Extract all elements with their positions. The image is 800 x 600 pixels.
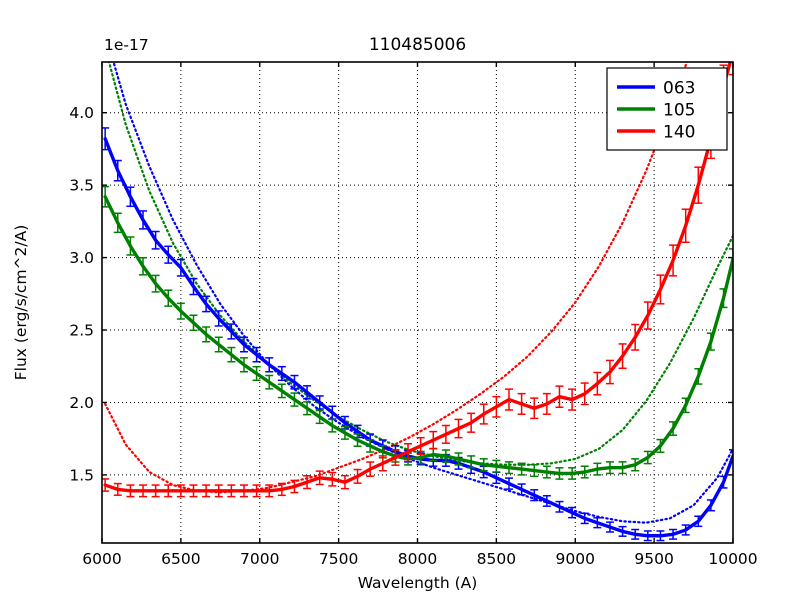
xtick-label: 7500 bbox=[319, 550, 358, 568]
xtick-label: 8000 bbox=[398, 550, 437, 568]
ytick-label: 2.0 bbox=[69, 394, 94, 412]
ytick-label: 3.5 bbox=[69, 177, 94, 195]
ytick-label: 1.5 bbox=[69, 466, 94, 484]
xtick-label: 10000 bbox=[708, 550, 757, 568]
ytick-label: 3.0 bbox=[69, 249, 94, 267]
xtick-label: 8500 bbox=[477, 550, 516, 568]
chart-title: 110485006 bbox=[369, 35, 466, 55]
y-axis-label: Flux (erg/s/cm^2/A) bbox=[12, 225, 30, 381]
data-curve-140 bbox=[103, 62, 733, 493]
xtick-label: 9500 bbox=[634, 550, 673, 568]
ytick-label: 2.5 bbox=[69, 322, 94, 340]
xtick-label: 7000 bbox=[240, 550, 279, 568]
legend-label-105: 105 bbox=[663, 101, 695, 121]
xtick-label: 6000 bbox=[82, 550, 121, 568]
xtick-label: 6500 bbox=[161, 550, 200, 568]
axis-offset-text: 1e-17 bbox=[104, 36, 149, 54]
series-140 bbox=[102, 62, 733, 498]
legend-label-140: 140 bbox=[663, 123, 695, 143]
legend-label-063: 063 bbox=[663, 79, 695, 99]
x-axis-label: Wavelength (A) bbox=[358, 574, 478, 592]
series-105 bbox=[102, 185, 733, 480]
ytick-label: 4.0 bbox=[69, 104, 94, 122]
axes-ticks: 6000 6500 7000 7500 8000 8500 9000 9500 10000 1.5… bbox=[69, 62, 758, 568]
data-curve-105 bbox=[103, 195, 733, 476]
xtick-label: 9000 bbox=[556, 550, 595, 568]
data-region bbox=[102, 62, 733, 542]
